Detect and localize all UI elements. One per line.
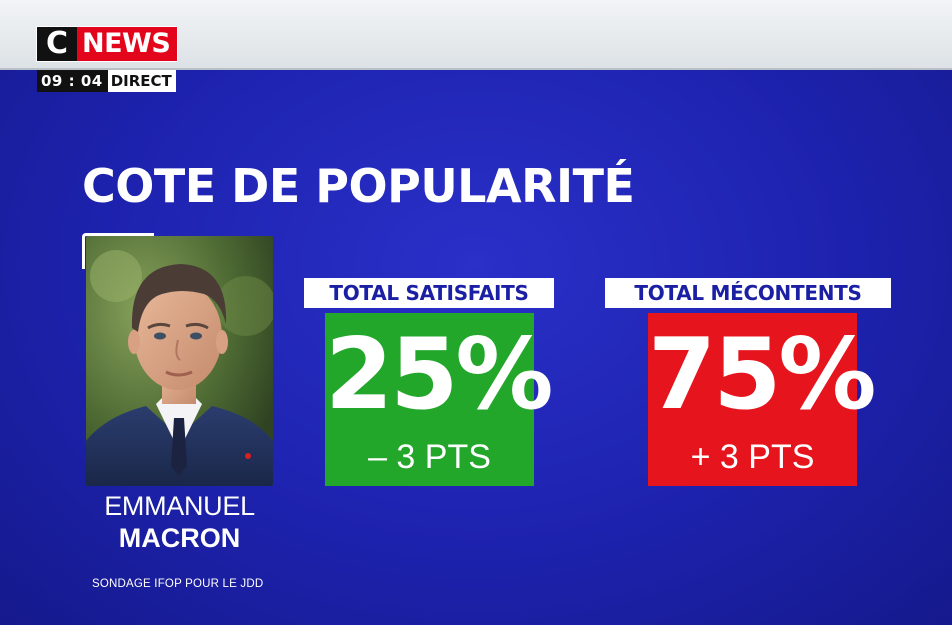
poll-source: SONDAGE IFOP POUR LE JDD — [92, 578, 264, 590]
live-clock-bar: 09 : 04 DIRECT — [37, 70, 176, 92]
cnews-logo: C NEWS — [37, 27, 178, 61]
discontent-label: TOTAL MÉCONTENTS — [605, 278, 891, 308]
page-title: COTE DE POPULARITÉ — [82, 159, 635, 213]
person-first-name: EMMANUEL — [104, 491, 255, 521]
discontent-change: + 3 PTS — [690, 438, 815, 476]
satisfied-label: TOTAL SATISFAITS — [304, 278, 554, 308]
person-last-name: MACRON — [118, 523, 241, 553]
satisfied-value: 25% — [325, 318, 554, 432]
live-badge: DIRECT — [107, 70, 176, 92]
logo-letter-c: C — [37, 27, 77, 61]
photo-frame-accent — [82, 233, 154, 269]
satisfied-box: 25% – 3 PTS — [325, 313, 554, 486]
satisfied-change: – 3 PTS — [368, 438, 491, 476]
logo-word-news: NEWS — [77, 27, 178, 61]
discontent-box: 75% + 3 PTS — [648, 313, 877, 486]
broadcast-time: 09 : 04 — [37, 70, 108, 92]
portrait-photo-icon — [86, 236, 273, 486]
person-name: EMMANUEL MACRON — [86, 490, 273, 554]
discontent-value: 75% — [648, 318, 877, 432]
